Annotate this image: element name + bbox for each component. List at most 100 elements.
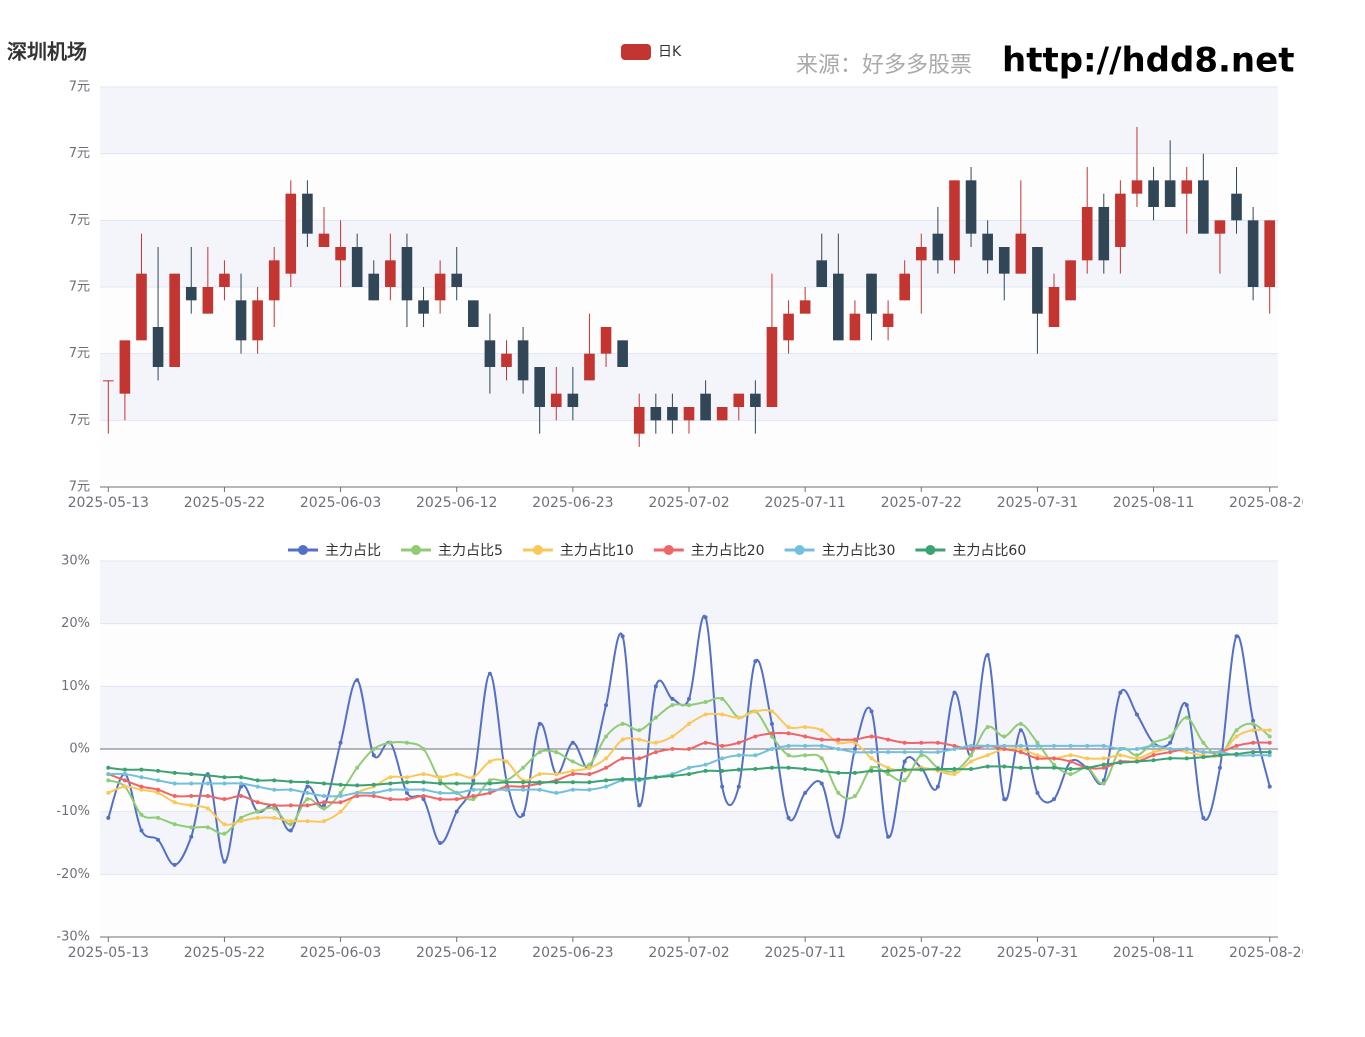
point [1068,753,1073,758]
point [172,770,177,775]
candle-body [998,247,1010,274]
point [504,787,509,792]
point [620,721,625,726]
candle-body [219,273,230,287]
point [1002,764,1007,769]
point [272,803,277,808]
point [471,787,476,792]
point [338,794,343,798]
split-area [100,561,1278,624]
point [338,809,343,814]
point [869,709,874,714]
point [670,703,675,708]
point [687,747,691,751]
point [255,800,260,805]
point [852,740,857,745]
point [1018,728,1023,733]
point [919,767,924,772]
point [604,734,609,739]
candle-body [401,247,413,301]
point [935,767,940,772]
point [985,764,990,769]
point [471,781,476,786]
point [736,740,741,745]
point [736,753,741,758]
point [321,819,326,824]
candle-body [1231,193,1242,221]
split-area [100,874,1278,937]
point [1035,790,1040,795]
point [1234,743,1239,748]
point [239,784,244,789]
point [604,778,609,783]
point [537,772,542,777]
point [156,778,161,783]
point [786,725,791,730]
y-tick-label: 7元 [69,80,90,95]
point [1267,734,1272,739]
point [869,756,874,761]
point [222,797,227,802]
x-tick-label: 2025-07-02 [648,495,729,511]
point [321,803,326,808]
candle-body [783,313,794,341]
point [554,750,559,755]
candle-body [285,193,297,274]
point [1134,712,1139,717]
candle-body [1181,180,1193,194]
candle-body [517,340,529,381]
point [321,800,326,805]
x-tick-label: 2025-07-31 [997,945,1078,961]
point [1184,750,1189,755]
point [753,734,758,739]
point [886,737,891,742]
legend-label: 主力占比30 [822,543,896,559]
y-tick-label: -30% [56,930,90,945]
point [1052,762,1057,767]
point [769,747,774,751]
point [438,790,443,795]
x-tick-label: 2025-05-22 [184,495,265,511]
point [454,781,459,786]
point [786,743,791,748]
point [1118,690,1123,695]
y-tick-label: 7元 [69,413,90,428]
legend-marker [925,545,936,555]
candle-body [1198,180,1209,234]
point [1251,740,1256,745]
point [471,794,476,798]
point [122,778,127,783]
point [239,775,244,780]
point [239,794,244,798]
point [255,809,260,814]
candle-body [866,273,877,314]
point [189,834,194,839]
point [687,772,691,777]
point [886,772,891,777]
point [404,780,409,785]
point [1035,765,1040,770]
candle-body [766,327,778,407]
point [587,762,592,767]
point [786,765,791,770]
x-tick-label: 2025-06-12 [416,945,497,961]
point [338,740,343,745]
point [521,780,526,785]
point [1267,750,1272,755]
point [803,767,808,772]
point [554,780,559,785]
point [222,822,227,827]
x-tick-label: 2025-08-20 [1229,495,1310,511]
candle-body [567,393,579,407]
point [935,750,940,755]
point [753,753,758,758]
point [1217,750,1222,755]
point [321,781,326,786]
point [1184,715,1189,720]
point [1134,759,1139,764]
point [1085,765,1090,770]
candle-body [119,340,131,394]
point [1267,728,1272,733]
